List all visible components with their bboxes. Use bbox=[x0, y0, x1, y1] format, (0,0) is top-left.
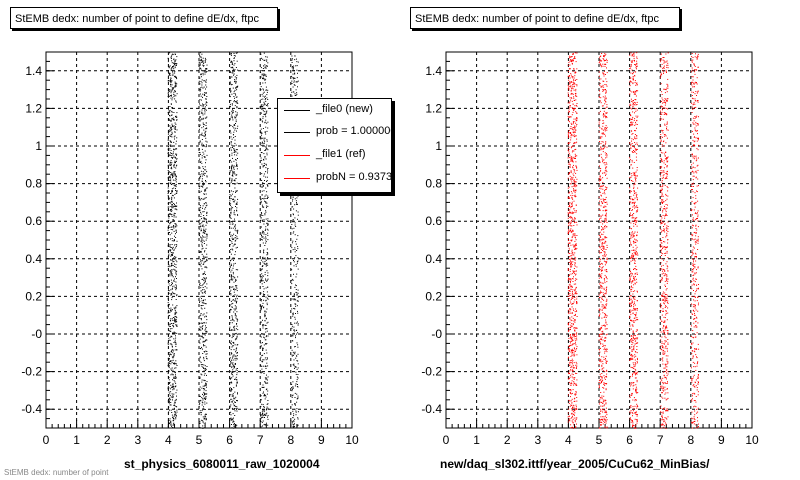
left-xtick-label-1: 1 bbox=[73, 433, 80, 447]
right-ytick-label-7: 1 bbox=[435, 139, 442, 153]
legend-swatch-file1 bbox=[284, 155, 310, 156]
legend-label-file0: _file0 (new) bbox=[316, 103, 373, 115]
right-series-band-8 bbox=[690, 53, 700, 429]
left-ytick-label-7: 1 bbox=[35, 139, 42, 153]
right-ytick-label-6: 0.8 bbox=[425, 177, 442, 191]
right-xtick-label-5: 5 bbox=[596, 433, 603, 447]
right-xtick-label-9: 9 bbox=[718, 433, 725, 447]
left-series-band-6 bbox=[229, 52, 239, 429]
right-series-band-6 bbox=[629, 52, 639, 429]
left-xtick-label-3: 3 bbox=[134, 433, 141, 447]
right-ytick-label-3: 0.2 bbox=[425, 289, 442, 303]
left-series-band-5 bbox=[198, 52, 208, 429]
left-panel-title: StEMB dedx: number of point to define dE… bbox=[10, 7, 278, 29]
legend-label-probn: probN = 0.937381 bbox=[316, 171, 392, 183]
right-xtick-label-3: 3 bbox=[534, 433, 541, 447]
right-xtick-label-10: 10 bbox=[745, 433, 759, 447]
left-xtick-label-10: 10 bbox=[345, 433, 359, 447]
left-ytick-label-4: 0.4 bbox=[25, 252, 42, 266]
left-ytick-label-8: 1.2 bbox=[25, 101, 42, 115]
left-x-axis-title: st_physics_6080011_raw_1020004 bbox=[124, 457, 320, 471]
left-xtick-label-4: 4 bbox=[165, 433, 172, 447]
footer-small-text: StEMB dedx: number of point bbox=[4, 468, 109, 477]
right-x-axis-title: new/daq_sl302.ittf/year_2005/CuCu62_MinB… bbox=[440, 457, 710, 471]
right-xtick-label-1: 1 bbox=[473, 433, 480, 447]
left-series-band-4 bbox=[167, 52, 178, 429]
legend-swatch-probn bbox=[284, 178, 310, 179]
left-xtick-label-2: 2 bbox=[104, 433, 111, 447]
left-xtick-label-5: 5 bbox=[196, 433, 203, 447]
legend-swatch-prob bbox=[284, 132, 310, 133]
right-series-band-5 bbox=[598, 53, 608, 429]
left-panel-title-text: StEMB dedx: number of point to define dE… bbox=[15, 13, 259, 25]
left-xtick-label-9: 9 bbox=[318, 433, 325, 447]
left-ytick-label-1: -0.2 bbox=[21, 365, 42, 379]
legend-label-prob: prob = 1.000000 bbox=[316, 125, 392, 137]
right-series-band-4 bbox=[567, 52, 578, 429]
right-xtick-label-8: 8 bbox=[687, 433, 694, 447]
right-panel-title: StEMB dedx: number of point to define dE… bbox=[410, 7, 680, 29]
right-ytick-label-1: -0.2 bbox=[421, 365, 442, 379]
right-ytick-label-5: 0.6 bbox=[425, 214, 442, 228]
left-ytick-label-6: 0.8 bbox=[25, 177, 42, 191]
legend: _file0 (new) prob = 1.000000 _file1 (ref… bbox=[277, 98, 392, 193]
right-xtick-label-6: 6 bbox=[626, 433, 633, 447]
right-ytick-label-8: 1.2 bbox=[425, 101, 442, 115]
left-xtick-label-0: 0 bbox=[43, 433, 50, 447]
left-ytick-label-2: -0 bbox=[31, 327, 42, 341]
legend-swatch-file0 bbox=[284, 110, 310, 111]
legend-label-file1: _file1 (ref) bbox=[316, 148, 366, 160]
right-series-band-7 bbox=[660, 52, 669, 429]
right-ytick-label-2: -0 bbox=[431, 327, 442, 341]
right-xtick-label-2: 2 bbox=[504, 433, 511, 447]
left-ytick-label-3: 0.2 bbox=[25, 289, 42, 303]
right-ytick-label-4: 0.4 bbox=[425, 252, 442, 266]
left-xtick-label-7: 7 bbox=[257, 433, 264, 447]
left-series-band-7 bbox=[260, 52, 269, 428]
left-xtick-label-8: 8 bbox=[287, 433, 294, 447]
right-xtick-label-0: 0 bbox=[443, 433, 450, 447]
left-ytick-label-9: 1.4 bbox=[25, 64, 42, 78]
right-ytick-label-9: 1.4 bbox=[425, 64, 442, 78]
right-ytick-label-0: -0.4 bbox=[421, 402, 442, 416]
right-panel-title-text: StEMB dedx: number of point to define dE… bbox=[415, 13, 659, 25]
left-ytick-label-0: -0.4 bbox=[21, 402, 42, 416]
left-xtick-label-6: 6 bbox=[226, 433, 233, 447]
left-ytick-label-5: 0.6 bbox=[25, 214, 42, 228]
right-xtick-label-4: 4 bbox=[565, 433, 572, 447]
right-xtick-label-7: 7 bbox=[657, 433, 664, 447]
